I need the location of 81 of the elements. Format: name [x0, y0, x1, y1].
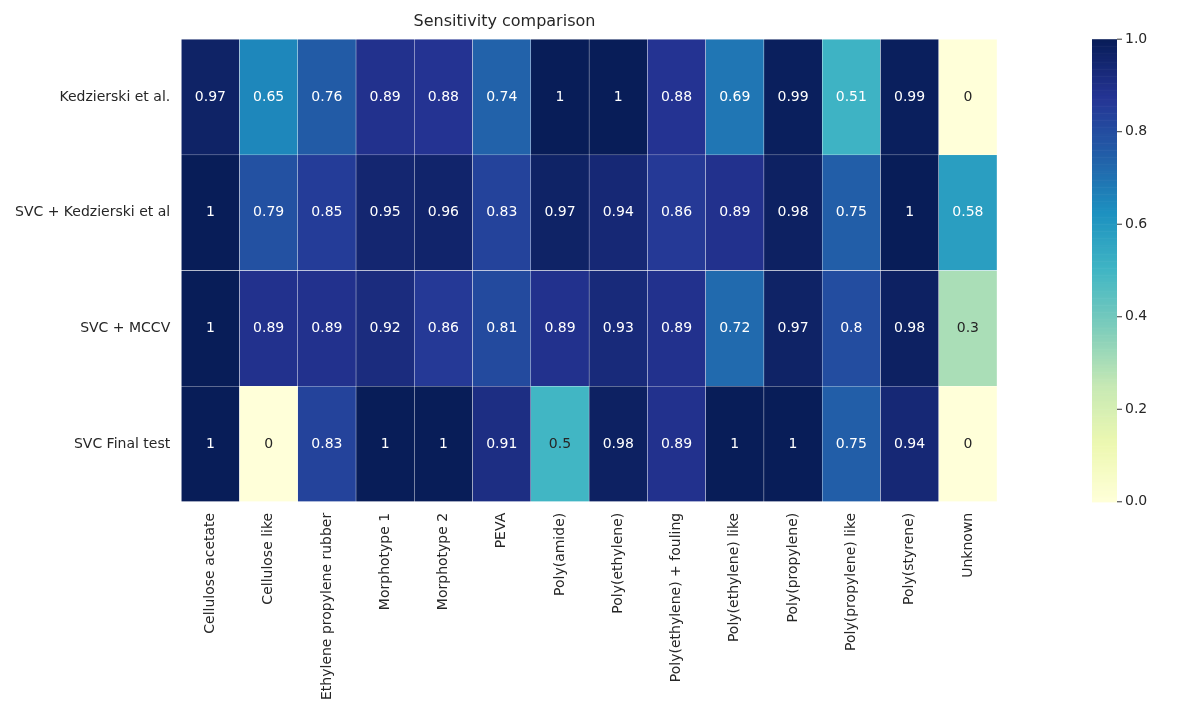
data-label: 0.89 — [719, 203, 751, 220]
data-label: 0.98 — [894, 318, 926, 335]
data-label: 0.5 — [548, 434, 572, 451]
data-label: 0.99 — [894, 87, 926, 104]
chart-title: Sensitivity comparison — [413, 10, 596, 30]
data-label: 0.72 — [719, 318, 751, 335]
color-bar-label: 0.2 — [1125, 399, 1148, 416]
data-label: 0.93 — [602, 318, 634, 335]
data-label: 0.81 — [486, 318, 518, 335]
data-label: 0.51 — [835, 87, 867, 104]
data-label: 0.92 — [369, 318, 401, 335]
x-tick-label: Poly(propylene) like — [841, 512, 858, 651]
x-tick-label: Poly(ethylene) like — [725, 512, 742, 643]
data-label: 0 — [264, 434, 274, 451]
y-tick-label: SVC + Kedzierski et al — [14, 203, 171, 220]
data-label: 0.3 — [956, 318, 979, 335]
y-tick-label: Kedzierski et al. — [59, 87, 171, 104]
data-label: 0.88 — [660, 87, 693, 104]
y-tick-label: SVC Final test — [73, 434, 171, 451]
data-label: 0.97 — [544, 203, 576, 220]
data-label: 1 — [788, 434, 798, 451]
data-label: 0.89 — [544, 318, 576, 335]
data-label: 1 — [205, 318, 215, 335]
data-label: 1 — [555, 87, 565, 104]
data-label: 0.75 — [835, 203, 867, 220]
x-tick-label: Cellulose acetate — [201, 512, 217, 634]
data-label: 0.8 — [840, 318, 863, 335]
y-tick-label: SVC + MCCV — [80, 318, 171, 335]
data-label: 0.83 — [311, 434, 343, 451]
data-label: 0.86 — [427, 318, 460, 335]
data-label: 0.65 — [253, 87, 285, 104]
data-label: 0.99 — [777, 87, 809, 104]
x-tick-label: Morphotype 1 — [375, 512, 392, 611]
data-label: 0 — [963, 434, 973, 451]
data-label: 1 — [205, 434, 215, 451]
data-label: 0.89 — [660, 434, 693, 451]
data-label: 0.96 — [427, 203, 460, 220]
data-label: 1 — [380, 434, 390, 451]
data-label: 0.76 — [311, 87, 343, 104]
data-label: 0.86 — [660, 203, 693, 220]
data-label: 0.97 — [194, 87, 226, 104]
x-tick-label: Cellulose like — [259, 512, 276, 605]
data-label: 0 — [963, 87, 973, 104]
x-tick-label: Morphotype 2 — [434, 512, 451, 611]
data-label: 0.79 — [253, 203, 285, 220]
data-label: 1 — [613, 87, 623, 104]
color-bar-label: 0.0 — [1125, 492, 1148, 509]
data-label: 0.74 — [486, 87, 518, 104]
x-tick-label: Ethylene propylene rubber — [317, 512, 334, 700]
data-label: 0.89 — [253, 318, 285, 335]
data-label: 0.89 — [660, 318, 693, 335]
data-label: 0.91 — [486, 434, 518, 451]
data-label: 1 — [905, 203, 915, 220]
data-label: 0.88 — [427, 87, 460, 104]
x-tick-label: Poly(ethylene) — [608, 512, 625, 614]
data-label: 0.97 — [777, 318, 809, 335]
x-tick-label: Poly(propylene) — [783, 512, 800, 623]
data-label: 1 — [438, 434, 448, 451]
data-label: 0.89 — [369, 87, 401, 104]
x-tick-label: Poly(amide) — [550, 512, 567, 596]
color-bar-label: 0.6 — [1125, 214, 1148, 231]
x-tick-label: Unknown — [958, 512, 975, 578]
data-label: 0.83 — [486, 203, 518, 220]
data-label: 0.69 — [719, 87, 751, 104]
data-label: 0.94 — [602, 203, 634, 220]
data-label: 0.58 — [952, 203, 984, 220]
x-tick-label: PEVA — [492, 512, 509, 549]
color-bar-label: 0.8 — [1125, 122, 1148, 139]
data-label: 0.89 — [311, 318, 343, 335]
data-label: 0.98 — [602, 434, 634, 451]
color-bar-label: 0.4 — [1125, 307, 1148, 324]
x-tick-label: Poly(styrene) — [900, 512, 917, 606]
color-bar-label: 1.0 — [1125, 29, 1148, 46]
data-label: 0.98 — [777, 203, 809, 220]
data-label: 1 — [730, 434, 740, 451]
data-label: 0.94 — [894, 434, 926, 451]
data-label: 0.75 — [835, 434, 867, 451]
data-label: 0.95 — [369, 203, 401, 220]
data-label: 0.85 — [311, 203, 343, 220]
x-tick-label: Poly(ethylene) + fouling — [667, 512, 684, 683]
data-label: 1 — [205, 203, 215, 220]
